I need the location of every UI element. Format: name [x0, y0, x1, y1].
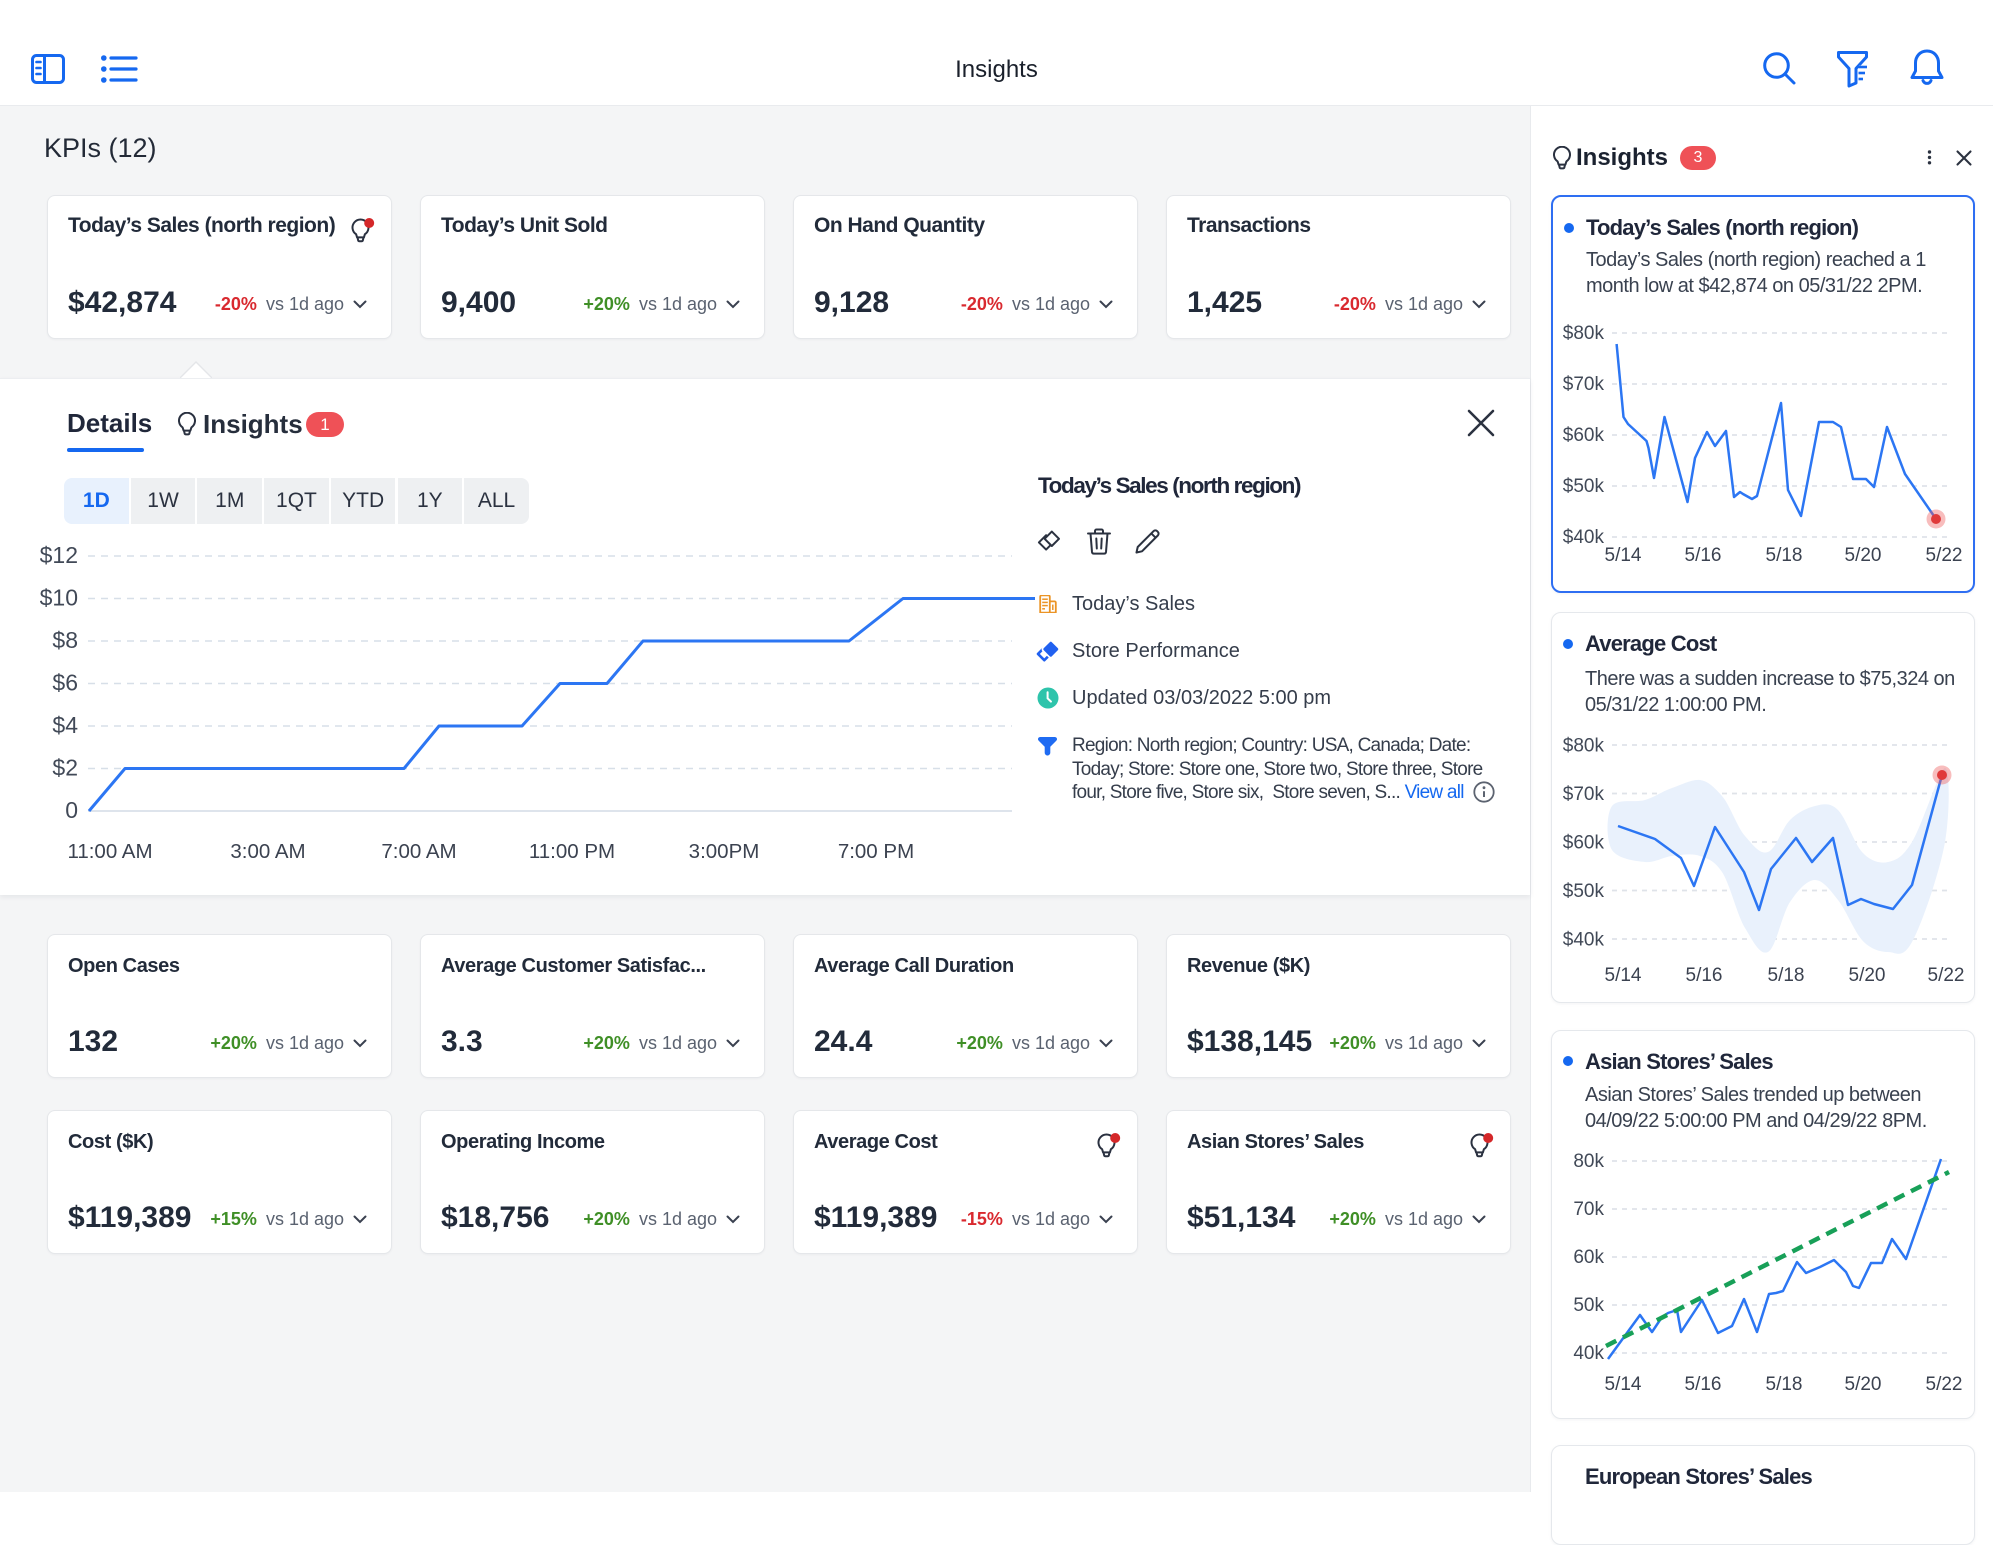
svg-text:5/20: 5/20 [1845, 1374, 1882, 1395]
svg-text:5/14: 5/14 [1605, 1374, 1642, 1395]
svg-text:80k: 80k [1573, 1151, 1604, 1172]
svg-text:$10: $10 [40, 585, 78, 611]
svg-text:7:00 AM: 7:00 AM [381, 840, 456, 863]
svg-text:11:00 PM: 11:00 PM [529, 840, 615, 863]
svg-text:60k: 60k [1573, 1247, 1604, 1268]
svg-text:$8: $8 [52, 627, 78, 653]
svg-text:5/14: 5/14 [1605, 545, 1642, 566]
svg-text:$4: $4 [52, 712, 78, 738]
svg-text:5/22: 5/22 [1928, 965, 1965, 986]
svg-text:5/20: 5/20 [1849, 965, 1886, 986]
svg-text:5/16: 5/16 [1685, 545, 1722, 566]
svg-text:11:00 AM: 11:00 AM [67, 840, 152, 863]
svg-text:$50k: $50k [1563, 476, 1605, 497]
svg-text:$50k: $50k [1563, 881, 1605, 902]
svg-text:$40k: $40k [1563, 527, 1605, 548]
svg-text:5/18: 5/18 [1766, 545, 1803, 566]
svg-text:5/22: 5/22 [1926, 1374, 1963, 1395]
svg-text:7:00 PM: 7:00 PM [838, 840, 914, 863]
svg-text:$70k: $70k [1563, 784, 1605, 805]
svg-text:$40k: $40k [1563, 930, 1605, 951]
svg-text:40k: 40k [1573, 1343, 1604, 1364]
svg-text:5/18: 5/18 [1766, 1374, 1803, 1395]
svg-text:70k: 70k [1573, 1199, 1604, 1220]
svg-text:5/16: 5/16 [1685, 1374, 1722, 1395]
svg-text:$2: $2 [52, 755, 78, 781]
svg-text:$80k: $80k [1563, 736, 1605, 757]
svg-text:3:00PM: 3:00PM [689, 840, 760, 863]
svg-text:3:00 AM: 3:00 AM [230, 840, 305, 863]
svg-text:0: 0 [65, 797, 78, 823]
svg-text:50k: 50k [1573, 1295, 1604, 1316]
svg-text:$60k: $60k [1563, 425, 1605, 446]
svg-text:$80k: $80k [1563, 323, 1605, 344]
svg-text:$6: $6 [52, 670, 78, 696]
svg-text:5/18: 5/18 [1768, 965, 1805, 986]
svg-text:$60k: $60k [1563, 833, 1605, 854]
svg-text:$12: $12 [40, 542, 78, 568]
svg-text:$70k: $70k [1563, 374, 1605, 395]
svg-text:5/22: 5/22 [1926, 545, 1963, 566]
svg-text:5/16: 5/16 [1686, 965, 1723, 986]
svg-text:5/20: 5/20 [1845, 545, 1882, 566]
svg-text:5/14: 5/14 [1605, 965, 1642, 986]
